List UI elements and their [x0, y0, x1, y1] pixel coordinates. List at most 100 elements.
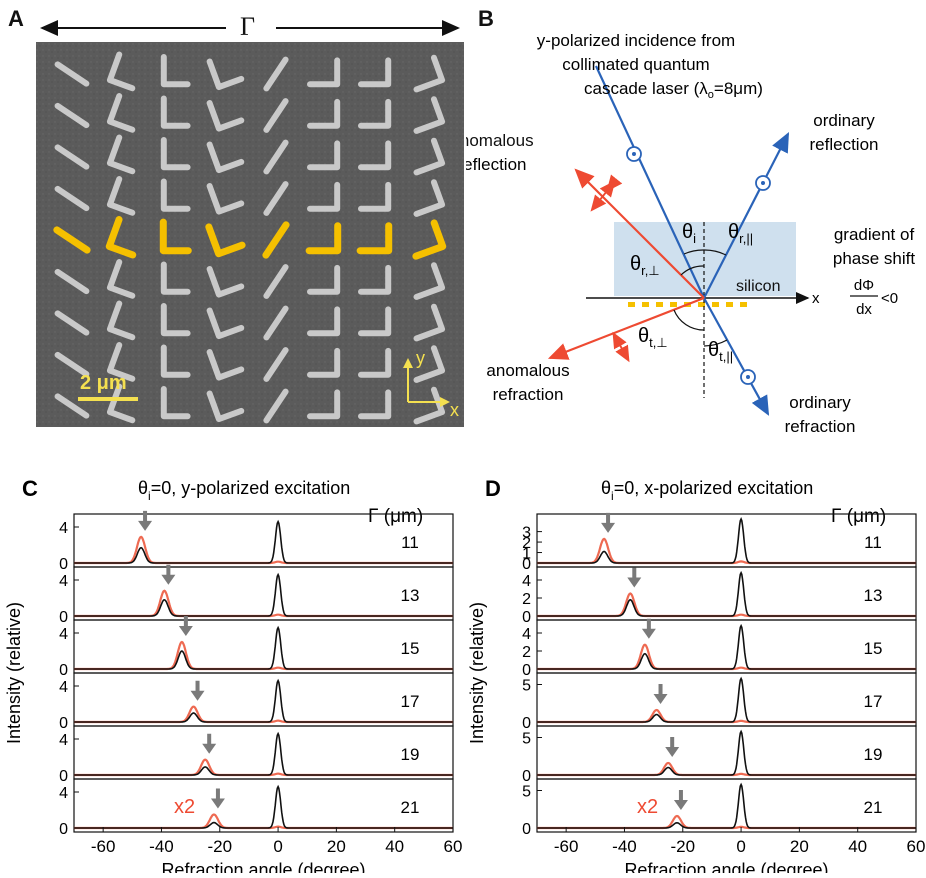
peak-arrow	[673, 790, 688, 810]
gradient-label-2: phase shift	[833, 249, 915, 268]
y-tick-label: 0	[59, 556, 68, 573]
ordinary-reflection-label-1: ordinary	[813, 111, 875, 130]
y-axis-label: Intensity (relative)	[4, 602, 24, 744]
y-tick-label: 2	[522, 591, 531, 608]
panel-a-letter: A	[8, 6, 24, 31]
y-tick-label: 4	[522, 626, 531, 643]
peak-arrow	[210, 788, 225, 809]
peak-arrow	[190, 680, 205, 701]
x-tick-label: 0	[273, 837, 282, 856]
red-curve	[74, 589, 453, 618]
ordinary-refraction-beam	[703, 297, 770, 416]
peak-arrow	[641, 618, 656, 639]
gamma-column-label: Γ (μm)	[831, 506, 886, 527]
y-tick-label: 0	[522, 715, 531, 732]
chart-row: 0 5 19	[522, 725, 917, 785]
x-axis-label: Refraction angle (degree)	[624, 860, 828, 873]
sem-image: 2 μm y x	[36, 42, 464, 427]
row-frame	[73, 566, 454, 621]
theta-t-perp-label: θt,⊥	[638, 325, 668, 350]
chart-row: 0 4 19	[59, 725, 454, 785]
x-tick-label: -60	[91, 837, 116, 856]
red-curve	[537, 592, 916, 618]
anomalous-refraction-beam	[547, 296, 705, 360]
y-tick-label: 5	[522, 784, 531, 801]
x-tick-label: -20	[207, 837, 232, 856]
y-tick-label: 3	[522, 525, 531, 542]
y-tick-label: 0	[522, 821, 531, 838]
black-curve	[537, 623, 916, 670]
ordinary-refraction-label-1: ordinary	[789, 393, 851, 412]
incidence-label-3: cascade laser (λo=8μm)	[584, 79, 763, 101]
ordinary-reflection-beam	[703, 132, 790, 299]
x-tick-label: 0	[736, 837, 745, 856]
chart-row: 0 4 13	[59, 564, 454, 626]
black-curve	[74, 519, 453, 564]
y-axis-label: Intensity (relative)	[467, 602, 487, 744]
y-tick-label: 4	[59, 785, 68, 802]
silicon-label: silicon	[736, 278, 780, 295]
chart-title: θi=0, x-polarized excitation	[601, 478, 813, 503]
panel-b-letter: B	[478, 6, 494, 31]
theta-r-perp-label: θr,⊥	[630, 253, 660, 278]
black-curve	[537, 676, 916, 723]
x-axis-label: x	[812, 290, 820, 307]
row-frame	[536, 778, 917, 833]
gamma-value: 15	[401, 639, 420, 658]
gamma-value: 21	[864, 798, 883, 817]
y-tick-label: 5	[522, 731, 531, 748]
x-tick-label: -60	[554, 837, 579, 856]
gamma-value: 19	[401, 745, 420, 764]
gamma-value: 13	[401, 586, 420, 605]
red-curve	[537, 643, 916, 671]
chart-row: 0 5 17	[522, 672, 917, 732]
red-curve	[74, 535, 453, 565]
fraction-denominator: dx	[856, 301, 872, 318]
peak-arrow	[202, 733, 217, 754]
gamma-value: 17	[401, 692, 420, 711]
diagram-svg: silicon x	[450, 31, 915, 436]
chart-row: 024 15	[522, 618, 917, 679]
black-curve	[74, 572, 453, 617]
chart-row: 0 4 17	[59, 672, 454, 732]
x-tick-label: 20	[327, 837, 346, 856]
incident-beam	[595, 65, 705, 299]
peak-arrow	[138, 510, 153, 531]
gamma-value: 15	[864, 639, 883, 658]
y-tick-label: 4	[59, 732, 68, 749]
black-curve	[537, 570, 916, 617]
x2-label: x2	[174, 796, 195, 818]
chart-row: 0 4 21	[59, 778, 454, 838]
y-tick-label: 4	[59, 520, 68, 537]
scale-label: 2 μm	[80, 372, 127, 394]
silicon-slab	[614, 222, 796, 296]
y-tick-label: 0	[59, 821, 68, 838]
peak-arrow	[601, 512, 616, 533]
row-frame	[73, 619, 454, 674]
theta-i-label: θi	[682, 221, 696, 246]
y-tick-label: 2	[522, 535, 531, 552]
red-curve	[74, 758, 453, 777]
period-arrow	[40, 20, 460, 36]
anomalous-reflection-label-2: reflection	[466, 155, 526, 174]
y-tick-label: 0	[522, 662, 531, 679]
gamma-value: 13	[864, 586, 883, 605]
y-tick-label: 4	[59, 626, 68, 643]
x-axis-label: Refraction angle (degree)	[161, 860, 365, 873]
row-frame	[536, 566, 917, 621]
axis-x-label: x	[450, 400, 459, 420]
gradient-label-1: gradient of	[834, 225, 915, 244]
theta-t-par-label: θt,||	[708, 339, 733, 364]
black-curve	[537, 782, 916, 829]
black-curve	[74, 678, 453, 723]
fraction-numerator: dΦ	[854, 277, 874, 294]
y-tick-label: 0	[522, 556, 531, 573]
peak-arrow	[665, 737, 680, 757]
y-tick-label: 0	[522, 609, 531, 626]
x2-label: x2	[637, 796, 658, 818]
y-tick-label: 0	[59, 662, 68, 679]
